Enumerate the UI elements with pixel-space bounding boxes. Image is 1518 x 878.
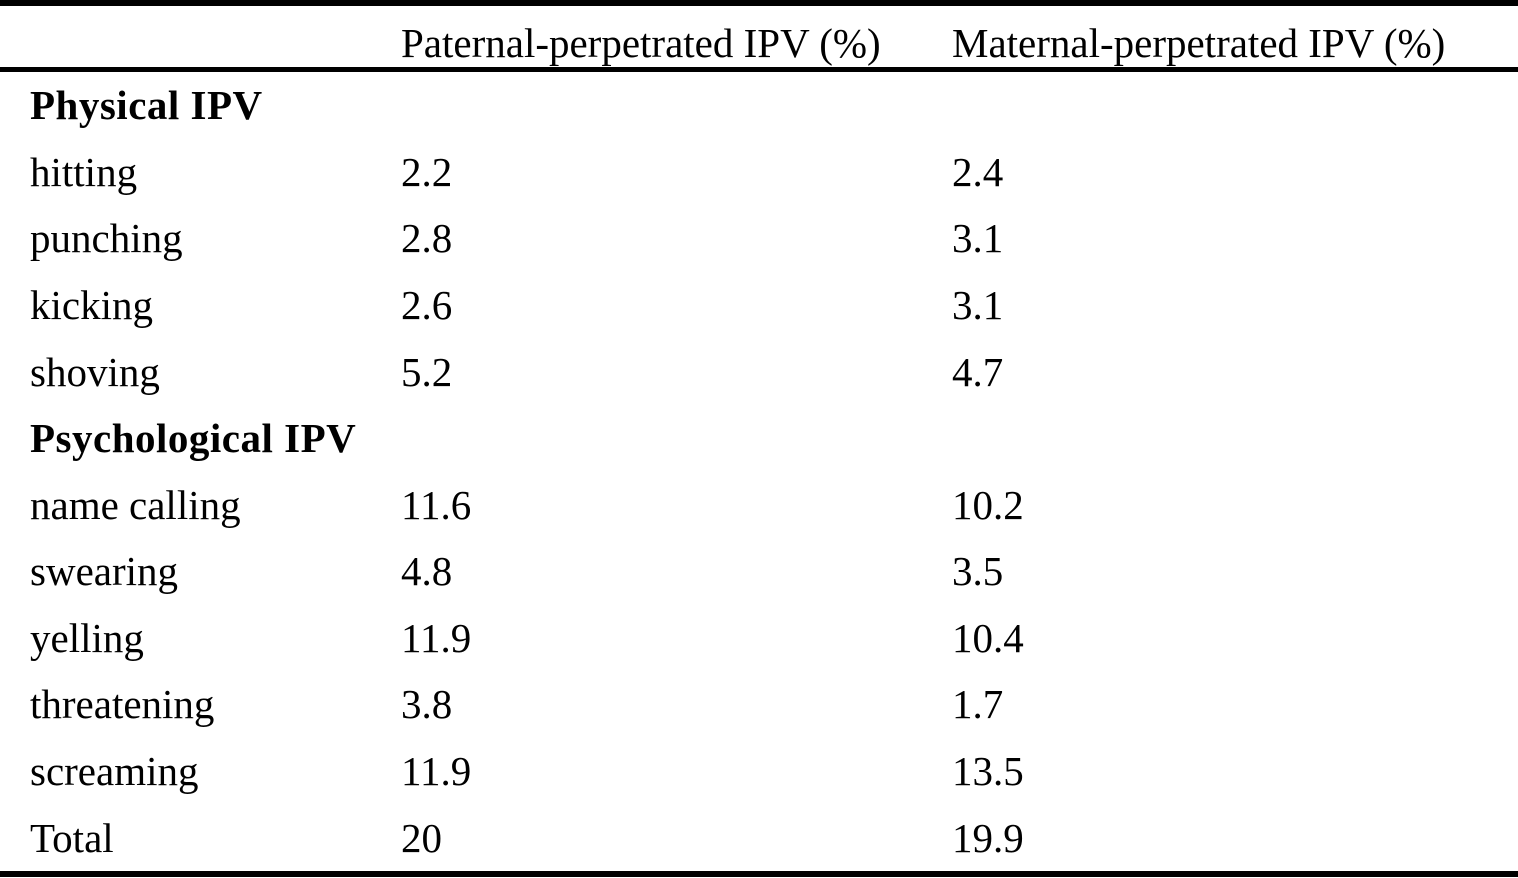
maternal-value-cell: 19.9 xyxy=(952,814,1024,861)
maternal-value-cell: 13.5 xyxy=(952,748,1024,795)
section-title: Psychological IPV xyxy=(30,415,357,462)
maternal-value-cell: 3.5 xyxy=(952,548,1004,595)
paternal-value-cell: 11.6 xyxy=(401,481,472,528)
row-label: swearing xyxy=(30,548,179,595)
row-label: screaming xyxy=(30,748,199,795)
table-row-total: Total 20 19.9 xyxy=(0,804,1518,871)
table-top-rule xyxy=(0,0,1518,6)
table-row-punching: punching 2.8 3.1 xyxy=(0,205,1518,272)
paternal-value-cell: 11.9 xyxy=(401,614,472,661)
row-label: kicking xyxy=(30,282,153,329)
table-row-yelling: yelling 11.9 10.4 xyxy=(0,605,1518,672)
table-row-kicking: kicking 2.6 3.1 xyxy=(0,272,1518,339)
paternal-value-cell: 2.8 xyxy=(401,215,453,262)
column-header-maternal: Maternal-perpetrated IPV (%) xyxy=(952,20,1446,66)
table-header-row: Paternal-perpetrated IPV (%) Maternal-pe… xyxy=(0,6,1518,67)
maternal-value-cell: 4.7 xyxy=(952,348,1004,395)
table-header-rule xyxy=(0,67,1518,72)
row-label: yelling xyxy=(30,614,144,661)
table-bottom-rule xyxy=(0,871,1518,877)
table-row-swearing: swearing 4.8 3.5 xyxy=(0,538,1518,605)
maternal-value-cell: 10.4 xyxy=(952,614,1024,661)
row-label: shoving xyxy=(30,348,160,395)
section-header-row-psychological: Psychological IPV xyxy=(0,405,1518,472)
maternal-value-cell: 3.1 xyxy=(952,282,1004,329)
table-row-shoving: shoving 5.2 4.7 xyxy=(0,338,1518,405)
row-label: name calling xyxy=(30,481,241,528)
row-label: Total xyxy=(30,814,114,861)
paternal-value-cell: 4.8 xyxy=(401,548,453,595)
paternal-value-cell: 2.2 xyxy=(401,148,453,195)
maternal-value-cell: 2.4 xyxy=(952,148,1004,195)
row-label: punching xyxy=(30,215,183,262)
row-label: threatening xyxy=(30,681,215,728)
table-row-hitting: hitting 2.2 2.4 xyxy=(0,139,1518,206)
maternal-value-cell: 1.7 xyxy=(952,681,1004,728)
table-row-screaming: screaming 11.9 13.5 xyxy=(0,738,1518,805)
maternal-value-cell: 3.1 xyxy=(952,215,1004,262)
paternal-value-cell: 20 xyxy=(401,814,442,861)
section-title: Physical IPV xyxy=(30,82,263,129)
table-body: Physical IPV hitting 2.2 2.4 punching 2.… xyxy=(0,72,1518,871)
paternal-value-cell: 3.8 xyxy=(401,681,453,728)
column-header-paternal: Paternal-perpetrated IPV (%) xyxy=(401,20,881,66)
table-row-name-calling: name calling 11.6 10.2 xyxy=(0,471,1518,538)
paternal-value-cell: 11.9 xyxy=(401,748,472,795)
paternal-value-cell: 2.6 xyxy=(401,282,453,329)
section-header-row-physical: Physical IPV xyxy=(0,72,1518,139)
table-row-threatening: threatening 3.8 1.7 xyxy=(0,671,1518,738)
row-label: hitting xyxy=(30,148,138,195)
maternal-value-cell: 10.2 xyxy=(952,481,1024,528)
paternal-value-cell: 5.2 xyxy=(401,348,453,395)
